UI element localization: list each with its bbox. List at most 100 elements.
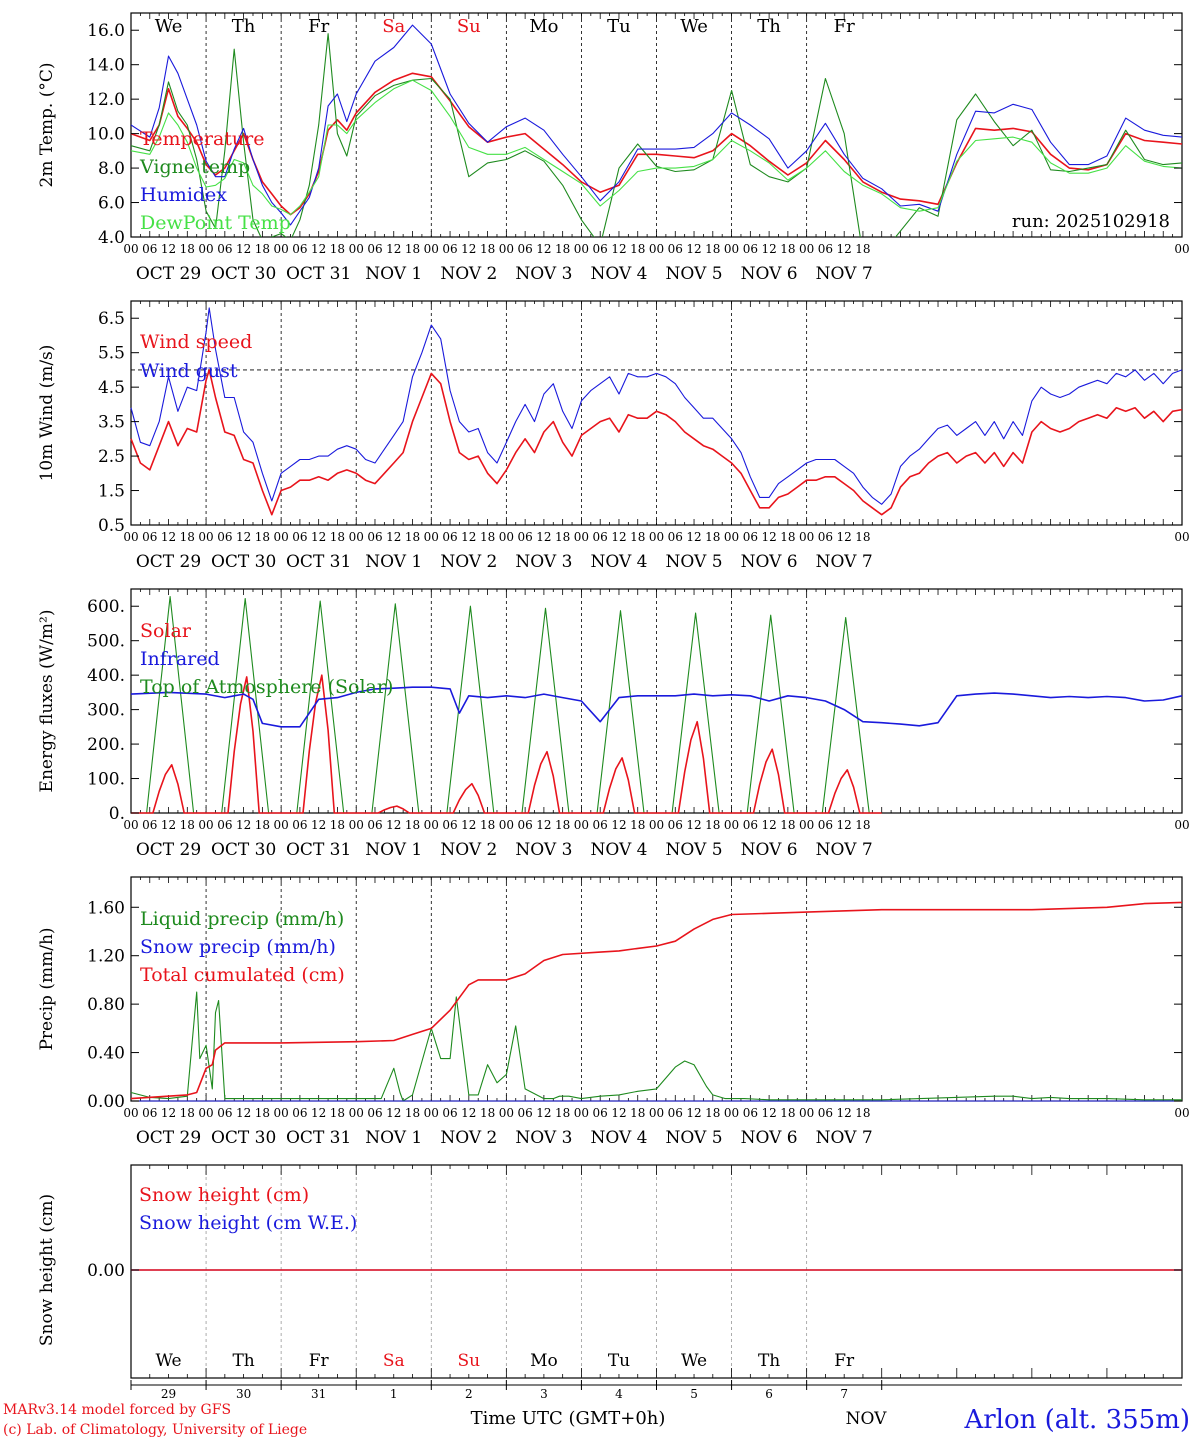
hour-tick-label: 18 xyxy=(855,1106,870,1120)
hour-tick-label: 06 xyxy=(818,818,833,832)
hour-tick-label: 12 xyxy=(161,242,176,256)
hour-tick-label: 12 xyxy=(236,818,251,832)
date-label: NOV 7 xyxy=(816,552,873,572)
hour-tick-label: 18 xyxy=(855,818,870,832)
hour-tick-label: 18 xyxy=(555,1106,570,1120)
day-number-label: 29 xyxy=(161,1387,176,1401)
hour-tick-label: 06 xyxy=(517,530,532,544)
hour-tick-label: 18 xyxy=(855,530,870,544)
y-tick-label: 0.5 xyxy=(98,516,125,536)
hour-tick-label: 12 xyxy=(536,530,551,544)
hour-tick-label: 00 xyxy=(724,242,739,256)
date-label: OCT 30 xyxy=(211,552,276,572)
y-tick-label: 0.00 xyxy=(87,1261,125,1281)
date-label: NOV 3 xyxy=(515,1128,572,1148)
hour-tick-label: 00 xyxy=(274,818,289,832)
date-label: NOV 2 xyxy=(440,552,497,572)
date-label: NOV 4 xyxy=(590,552,647,572)
day-number-label: 3 xyxy=(540,1387,548,1401)
hour-tick-label: 06 xyxy=(292,818,307,832)
y-tick-label: 8.0 xyxy=(98,159,125,179)
hour-tick-label: 06 xyxy=(818,242,833,256)
hour-tick-label: 12 xyxy=(386,818,401,832)
legend-entry: Vigne temp xyxy=(139,156,250,178)
y-ticks-wind: 0.5 1.5 2.5 3.5 4.5 5.5 6.5 xyxy=(98,309,1182,536)
y-tick-label: 600. xyxy=(87,597,125,617)
y-tick-label: 4.5 xyxy=(98,378,125,398)
hour-tick-label: 00 xyxy=(424,818,439,832)
hour-tick-label: 18 xyxy=(855,242,870,256)
hour-tick-label: 18 xyxy=(330,530,345,544)
legend-entry: Humidex xyxy=(140,184,227,206)
y-tick-label: 400. xyxy=(87,666,125,686)
station-label: Arlon (alt. 355m) xyxy=(963,1405,1190,1435)
date-label: OCT 29 xyxy=(136,1128,201,1148)
date-label: NOV 4 xyxy=(590,264,647,284)
hour-tick-label: 00 xyxy=(724,818,739,832)
weekday-label: We xyxy=(155,1351,181,1371)
weekday-label: Fr xyxy=(834,16,855,37)
weekday-label: Su xyxy=(458,1351,481,1371)
hour-tick-label: 12 xyxy=(461,1106,476,1120)
date-label: OCT 31 xyxy=(286,264,351,284)
date-label: NOV 3 xyxy=(515,264,572,284)
weekday-label: We xyxy=(681,1351,707,1371)
series-line-total-cumulated-cm- xyxy=(130,901,1183,1100)
hour-tick-label: 06 xyxy=(593,530,608,544)
weekday-label: Sa xyxy=(383,1351,405,1371)
hour-tick-label: 18 xyxy=(555,242,570,256)
hour-tick-label: 06 xyxy=(743,530,758,544)
date-label: NOV 3 xyxy=(515,840,572,860)
hour-tick-label: 12 xyxy=(236,1106,251,1120)
y-tick-label: 500. xyxy=(87,632,125,652)
hour-tick-label: 12 xyxy=(311,1106,326,1120)
weekday-label: We xyxy=(155,16,183,37)
hour-tick-label: 18 xyxy=(330,1106,345,1120)
date-label: OCT 30 xyxy=(211,1128,276,1148)
weekday-label: Tu xyxy=(608,1351,630,1371)
y-ticks-flux: 0. 100. 200. 300. 400. 500. 600. xyxy=(87,597,1182,824)
hour-tick-label: 00 xyxy=(499,818,514,832)
hour-tick-label: 06 xyxy=(593,242,608,256)
hour-tick-label: 06 xyxy=(367,818,382,832)
hour-tick-label: 12 xyxy=(686,530,701,544)
hour-tick-label: 12 xyxy=(837,1106,852,1120)
hour-tick-label: 00 xyxy=(724,530,739,544)
series-line-solar xyxy=(131,674,882,814)
date-label: OCT 29 xyxy=(136,840,201,860)
hour-tick-label: 12 xyxy=(461,242,476,256)
y-tick-label: 1.5 xyxy=(98,482,125,502)
date-label: NOV 1 xyxy=(365,840,422,860)
y-tick-label: 0. xyxy=(109,804,125,824)
hour-tick-label: 12 xyxy=(386,530,401,544)
hour-tick-label: 18 xyxy=(480,1106,495,1120)
hour-tick-label: 06 xyxy=(743,242,758,256)
weekday-label: Th xyxy=(757,16,781,37)
hour-tick-label: 06 xyxy=(517,1106,532,1120)
hour-tick-label: 06 xyxy=(292,242,307,256)
panel-snow: We 29 Th 30 Fr 31 Sa 1 Su 2 Mo 3 Tu 4 We 5 Th 6 Fr 7 Snow he… xyxy=(37,1164,1183,1401)
hour-tick-label: 06 xyxy=(217,1106,232,1120)
hour-tick-label: 18 xyxy=(480,530,495,544)
hour-tick-label: 06 xyxy=(142,818,157,832)
y-tick-label: 10.0 xyxy=(87,125,125,145)
hour-tick-label: 06 xyxy=(668,1106,683,1120)
hour-tick-label: 18 xyxy=(630,242,645,256)
hour-tick-label: 18 xyxy=(330,242,345,256)
hour-tick-label: 12 xyxy=(161,818,176,832)
date-label: OCT 30 xyxy=(211,264,276,284)
y-axis-label: 10m Wind (m/s) xyxy=(37,345,57,482)
hour-tick-label: 06 xyxy=(292,1106,307,1120)
series-line-liquid-precip-mm-h- xyxy=(130,991,1182,1102)
hour-tick-label: 18 xyxy=(330,818,345,832)
day-number-label: 31 xyxy=(311,1387,326,1401)
hour-tick-label: 06 xyxy=(292,530,307,544)
day-number-label: 6 xyxy=(765,1387,773,1401)
panel-frame xyxy=(130,588,1183,814)
hour-tick-label: 12 xyxy=(761,242,776,256)
hour-tick-label: 12 xyxy=(536,1106,551,1120)
hour-tick-label: 00 xyxy=(349,242,364,256)
legend-entry: Solar xyxy=(140,620,192,642)
date-label: NOV 2 xyxy=(440,264,497,284)
